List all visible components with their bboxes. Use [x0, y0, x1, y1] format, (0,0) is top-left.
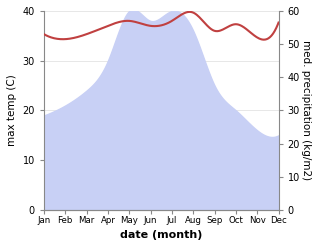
- Y-axis label: max temp (C): max temp (C): [7, 75, 17, 146]
- X-axis label: date (month): date (month): [120, 230, 203, 240]
- Y-axis label: med. precipitation (kg/m2): med. precipitation (kg/m2): [301, 40, 311, 181]
